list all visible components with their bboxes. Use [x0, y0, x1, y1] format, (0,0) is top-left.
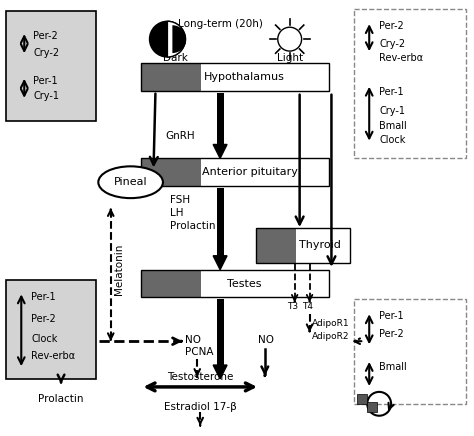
Text: Melatonin: Melatonin: [114, 244, 124, 295]
FancyBboxPatch shape: [201, 270, 329, 297]
Text: Per-2: Per-2: [33, 31, 58, 41]
Wedge shape: [167, 21, 185, 57]
Circle shape: [149, 21, 185, 57]
FancyBboxPatch shape: [141, 63, 201, 91]
Text: Dark: Dark: [163, 53, 188, 63]
Text: Clock: Clock: [379, 135, 406, 145]
FancyBboxPatch shape: [141, 158, 201, 186]
FancyBboxPatch shape: [354, 300, 465, 404]
Text: Cry-1: Cry-1: [379, 106, 405, 116]
FancyBboxPatch shape: [201, 63, 329, 91]
Text: Rev-erbα: Rev-erbα: [31, 351, 75, 361]
Text: Cry-1: Cry-1: [33, 91, 59, 101]
FancyBboxPatch shape: [217, 93, 224, 144]
Text: Testes: Testes: [227, 279, 262, 289]
Text: LH: LH: [170, 208, 184, 218]
Text: AdipoR2: AdipoR2: [311, 332, 349, 341]
Text: Long-term (20h): Long-term (20h): [178, 19, 263, 29]
Text: Per-1: Per-1: [33, 76, 58, 86]
FancyBboxPatch shape: [217, 300, 224, 365]
Polygon shape: [213, 144, 227, 158]
FancyBboxPatch shape: [357, 394, 367, 404]
Text: Pineal: Pineal: [114, 177, 147, 187]
Ellipse shape: [98, 166, 163, 198]
Text: Clock: Clock: [31, 334, 57, 344]
FancyBboxPatch shape: [201, 158, 329, 186]
Text: Prolactin: Prolactin: [38, 394, 84, 404]
Text: Per-2: Per-2: [379, 21, 404, 31]
Text: Hypothalamus: Hypothalamus: [204, 72, 285, 82]
Text: Cry-2: Cry-2: [33, 48, 59, 58]
FancyBboxPatch shape: [296, 228, 350, 263]
FancyBboxPatch shape: [217, 188, 224, 256]
Text: AdipoR1: AdipoR1: [311, 319, 349, 328]
Text: Per-2: Per-2: [31, 314, 56, 324]
Text: Prolactin: Prolactin: [170, 221, 216, 231]
Text: GnRH: GnRH: [165, 130, 195, 140]
Text: Rev-erbα: Rev-erbα: [379, 53, 423, 63]
Text: Thyroid: Thyroid: [299, 240, 341, 250]
Polygon shape: [213, 256, 227, 270]
FancyBboxPatch shape: [367, 402, 377, 412]
Text: Per-1: Per-1: [379, 87, 404, 97]
FancyBboxPatch shape: [141, 270, 201, 297]
Text: Per-1: Per-1: [31, 292, 56, 302]
Text: Cry-2: Cry-2: [379, 39, 405, 49]
Text: Bmall: Bmall: [379, 121, 407, 131]
FancyBboxPatch shape: [256, 228, 296, 263]
Wedge shape: [173, 25, 186, 53]
FancyBboxPatch shape: [6, 279, 96, 379]
Text: Bmall: Bmall: [379, 362, 407, 372]
Text: PCNA: PCNA: [185, 347, 214, 357]
Text: T4: T4: [302, 303, 313, 311]
Text: Testosterone: Testosterone: [167, 372, 233, 382]
Text: FSH: FSH: [170, 195, 191, 205]
Text: Estradiol 17-β: Estradiol 17-β: [164, 402, 237, 412]
FancyBboxPatch shape: [354, 9, 465, 158]
FancyBboxPatch shape: [6, 11, 96, 121]
Text: NO: NO: [258, 335, 274, 345]
Text: Anterior pituitary: Anterior pituitary: [202, 167, 298, 177]
Text: NO: NO: [185, 335, 201, 345]
Polygon shape: [213, 365, 227, 379]
Text: Per-1: Per-1: [379, 311, 404, 321]
Circle shape: [278, 27, 301, 51]
Text: Light: Light: [277, 53, 303, 63]
Text: Per-2: Per-2: [379, 329, 404, 339]
Text: T3: T3: [287, 303, 298, 311]
